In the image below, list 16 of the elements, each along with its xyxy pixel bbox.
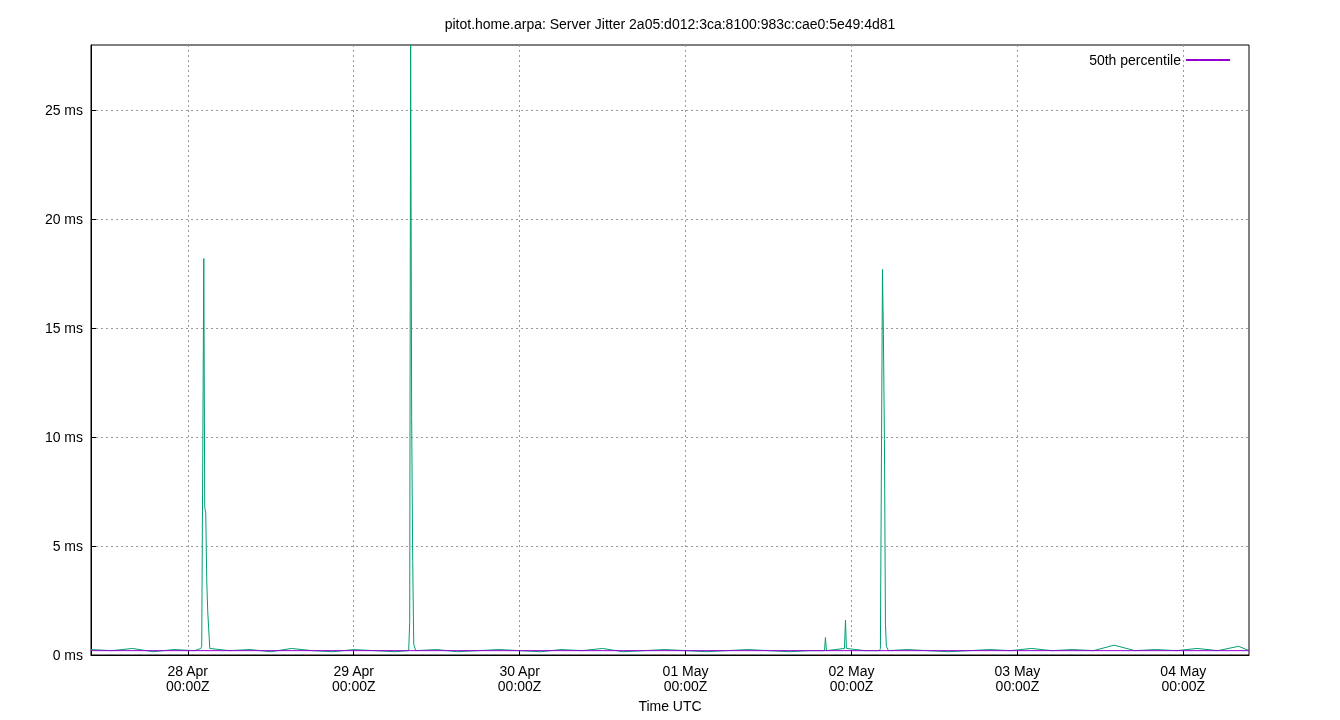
x-tick-label: 02 May 00:00Z (828, 662, 875, 694)
legend-label: 50th percentile (1089, 52, 1182, 68)
x-tick-label: 29 Apr 00:00Z (331, 662, 376, 694)
x-tick-label: 03 May 00:00Z (994, 662, 1041, 694)
x-tick-label: 30 Apr 00:00Z (497, 662, 542, 694)
y-tick-label: 0 ms (52, 647, 83, 663)
y-tick-label: 25 ms (44, 102, 83, 119)
y-tick-label: 5 ms (52, 538, 83, 555)
y-tick-label: 20 ms (44, 211, 83, 228)
x-axis-title: Time UTC (638, 698, 702, 714)
chart-title: pitot.home.arpa: Server Jitter 2a05:d012:3ca:8100:983c:cae0:5e49:4d81 (444, 16, 896, 32)
x-tick-label: 04 May 00:00Z (1160, 662, 1207, 694)
x-tick-label: 01 May 00:00Z (662, 662, 709, 694)
y-tick-label: 10 ms (44, 429, 83, 446)
y-tick-label: 15 ms (44, 320, 83, 337)
x-tick-label: 28 Apr 00:00Z (165, 662, 211, 694)
